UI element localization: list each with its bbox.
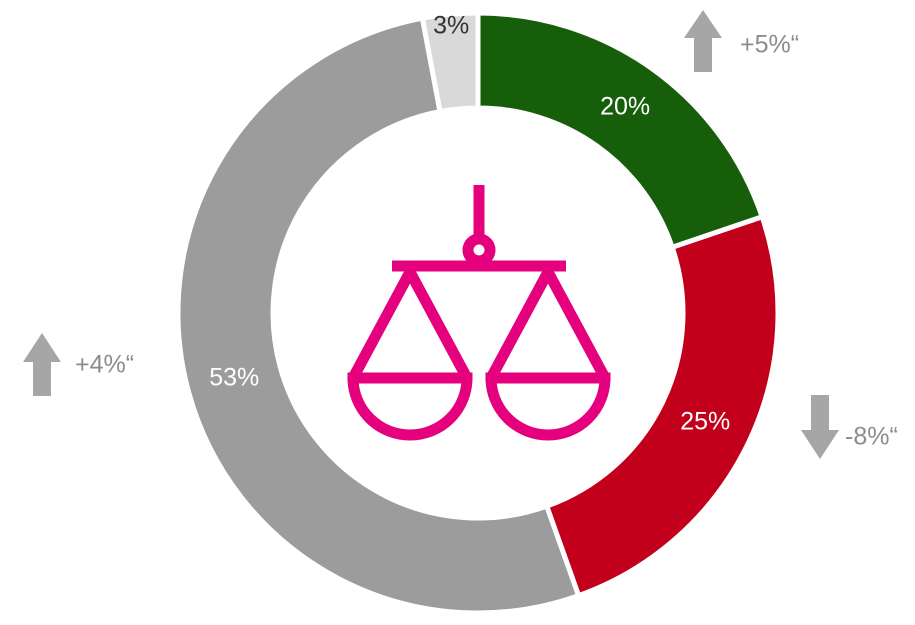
annotation: +4%“ bbox=[75, 351, 134, 379]
data-label: 53% bbox=[209, 364, 259, 392]
annotation: +5%“ bbox=[740, 31, 799, 59]
arrow-down bbox=[801, 395, 839, 459]
data-label: 3% bbox=[433, 11, 469, 39]
data-label: 20% bbox=[600, 92, 650, 120]
arrow-up bbox=[684, 10, 722, 72]
donut-segment bbox=[475, 10, 766, 251]
annotation: -8%“ bbox=[845, 423, 898, 451]
arrow-up bbox=[23, 333, 61, 396]
data-label: 25% bbox=[680, 408, 730, 436]
donut-segment bbox=[543, 213, 781, 599]
scale-icon bbox=[347, 185, 611, 441]
donut-segment bbox=[175, 15, 582, 616]
